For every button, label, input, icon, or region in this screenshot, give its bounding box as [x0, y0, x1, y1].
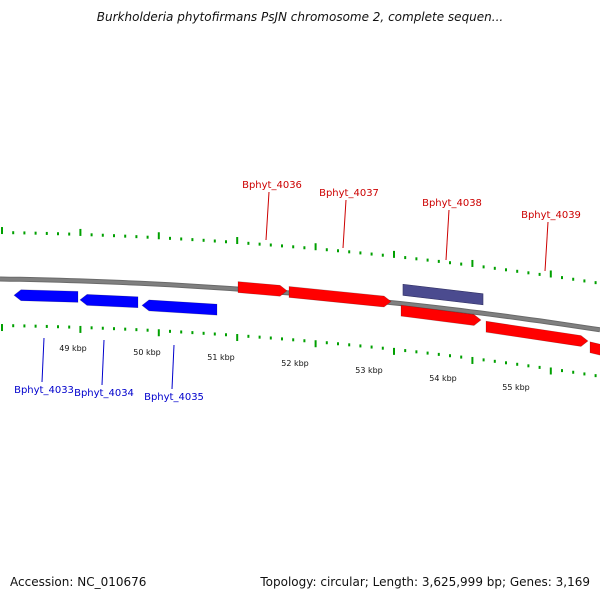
- gene-arrow-bphyt-4036[interactable]: [237, 281, 288, 297]
- scale-label: 51 kbp: [207, 353, 235, 362]
- gene-label[interactable]: Bphyt_4039: [521, 210, 581, 221]
- gene-label[interactable]: Bphyt_4034: [74, 388, 134, 399]
- gene-label-connector: [101, 339, 105, 386]
- gene-arrow-bphyt-4039[interactable]: [485, 320, 589, 347]
- scale-label: 52 kbp: [281, 359, 309, 368]
- scale-label: 49 kbp: [59, 344, 87, 353]
- gene-arrow-bphyt-4037[interactable]: [288, 286, 392, 308]
- accession-label: Accession: NC_010676: [10, 575, 147, 589]
- scale-label: 50 kbp: [133, 348, 161, 357]
- gene-arrow-unlabeled[interactable]: [589, 341, 600, 356]
- gene-arrow-bphyt-4033[interactable]: [13, 289, 79, 303]
- scale-label: 55 kbp: [502, 383, 530, 392]
- gene-label-connector: [342, 199, 347, 249]
- outer-tick-track: [1, 227, 597, 285]
- gene-label[interactable]: Bphyt_4035: [144, 392, 204, 403]
- gene-arrow-unlabeled[interactable]: [400, 304, 482, 326]
- scale-label: 54 kbp: [429, 374, 457, 383]
- gene-label-connector: [544, 221, 549, 272]
- gene-track: [13, 281, 600, 356]
- gene-label[interactable]: Bphyt_4038: [422, 198, 482, 209]
- topology-label: Topology: circular; Length: 3,625,999 bp…: [260, 575, 590, 589]
- gene-label[interactable]: Bphyt_4037: [319, 188, 379, 199]
- inner-tick-track: [1, 324, 597, 378]
- gene-arrow-bphyt-4035[interactable]: [141, 299, 218, 316]
- gene-label-connector: [41, 337, 45, 383]
- gene-label[interactable]: Bphyt_4033: [14, 385, 74, 396]
- gene-arrow-bphyt-4038[interactable]: [402, 284, 484, 306]
- gene-label[interactable]: Bphyt_4036: [242, 180, 302, 191]
- gene-labels: Bphyt_4033 Bphyt_4034 Bphyt_4035 Bphyt_4036…: [14, 180, 581, 403]
- scale-labels: 49 kbp 50 kbp 51 kbp 52 kbp 53 kbp 54 kbp 55 k…: [59, 344, 530, 392]
- gene-label-connector: [265, 191, 270, 241]
- gene-label-connector: [445, 209, 450, 261]
- gene-arrow-bphyt-4034[interactable]: [79, 294, 139, 309]
- map-title: Burkholderia phytofirmans PsJN chromosom…: [96, 10, 504, 24]
- gene-label-connector: [171, 344, 175, 390]
- scale-label: 53 kbp: [355, 366, 383, 375]
